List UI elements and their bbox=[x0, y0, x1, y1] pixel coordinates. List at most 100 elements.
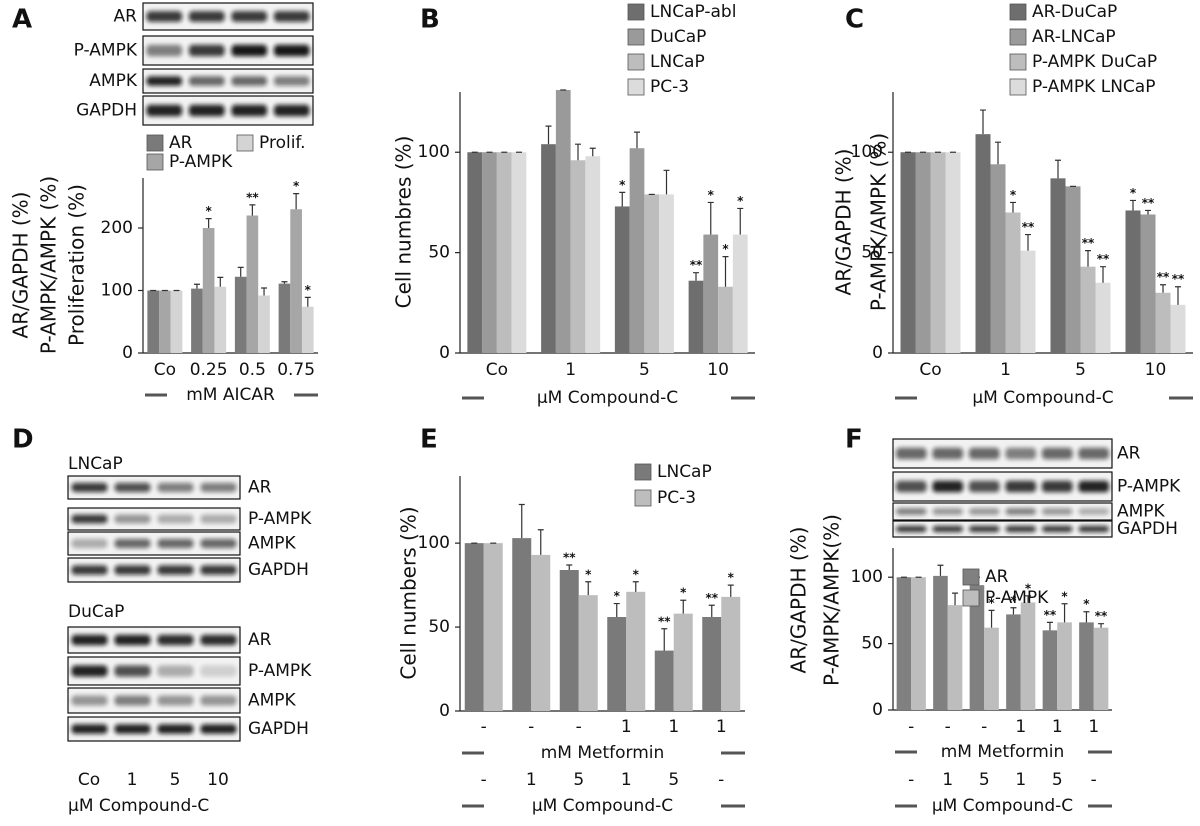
x-tick-label: 1 bbox=[1015, 770, 1026, 790]
bar bbox=[654, 650, 674, 711]
error-bar bbox=[613, 602, 620, 617]
blot-group-label: DuCaP bbox=[68, 602, 124, 622]
y-tick-label: 100 bbox=[851, 142, 883, 162]
bar bbox=[531, 554, 551, 711]
significance: ** bbox=[1142, 196, 1155, 210]
blot-band bbox=[1041, 508, 1073, 515]
error-bar bbox=[995, 141, 1001, 165]
panel-letter: D bbox=[12, 425, 34, 455]
significance: * bbox=[1010, 593, 1017, 607]
blot-band bbox=[968, 508, 1000, 515]
bar bbox=[703, 234, 719, 353]
blot-band bbox=[146, 44, 183, 57]
significance: * bbox=[1025, 581, 1032, 595]
bar bbox=[930, 152, 946, 353]
y-tick-label: 0 bbox=[439, 343, 450, 363]
significance: ** bbox=[658, 614, 671, 628]
error-bar bbox=[566, 564, 573, 570]
blot-band bbox=[188, 44, 225, 57]
x-tick-label: 1 bbox=[668, 717, 679, 737]
blot-group-label: LNCaP bbox=[68, 454, 123, 474]
blot-band bbox=[1078, 480, 1110, 493]
y-tick-label: 50 bbox=[428, 617, 450, 637]
significance: * bbox=[1061, 589, 1068, 603]
blot-band bbox=[200, 634, 237, 646]
blot-band bbox=[188, 76, 225, 86]
x-tick-label: - bbox=[981, 717, 987, 737]
blot-label: P-AMPK bbox=[248, 661, 312, 681]
x-tick-label: 5 bbox=[1052, 770, 1063, 790]
bar bbox=[718, 286, 733, 353]
blot-label: GAPDH bbox=[248, 719, 309, 739]
legend-label: P-AMPK DuCaP bbox=[1032, 52, 1157, 72]
significance: ** bbox=[246, 190, 259, 204]
error-bar bbox=[661, 628, 668, 651]
error-bar bbox=[708, 604, 715, 617]
x-axis-label: µM Compound-C bbox=[537, 388, 678, 408]
y-axis-label: P-AMPK/AMPK(%) bbox=[820, 514, 844, 686]
x-tick-label: - bbox=[908, 770, 914, 790]
error-bar bbox=[1083, 611, 1090, 623]
blot-frame bbox=[892, 438, 1113, 469]
blot-label: P-AMPK bbox=[248, 509, 312, 529]
significance: * bbox=[1010, 188, 1017, 202]
significance: * bbox=[305, 283, 312, 297]
legend-swatch bbox=[962, 568, 980, 586]
error-bar bbox=[1100, 266, 1106, 283]
y-axis-label: Cell numbers (%) bbox=[397, 506, 421, 679]
bar bbox=[1057, 622, 1072, 710]
legend-swatch bbox=[634, 463, 652, 481]
legend-label: Prolif. bbox=[259, 133, 306, 153]
blot-label: P-AMPK bbox=[74, 41, 138, 61]
blot-band bbox=[895, 447, 927, 460]
error-bar bbox=[680, 599, 687, 614]
bar bbox=[301, 306, 314, 353]
legend-label: LNCaP-abl bbox=[650, 2, 736, 22]
blot-band bbox=[231, 44, 268, 57]
blot-band bbox=[273, 76, 310, 86]
bar bbox=[673, 613, 693, 711]
blot-band bbox=[146, 11, 183, 22]
blot-band bbox=[231, 11, 268, 22]
y-axis-label: P-AMPK/AMPK (%) bbox=[867, 133, 891, 311]
significance: * bbox=[1130, 186, 1137, 200]
blot-band bbox=[968, 447, 1000, 460]
error-bar bbox=[589, 147, 596, 157]
legend-swatch bbox=[627, 53, 645, 71]
blot-label: AMPK bbox=[1117, 502, 1166, 522]
error-bar bbox=[1010, 607, 1017, 615]
blot-band bbox=[968, 525, 1000, 533]
blot-band bbox=[1005, 508, 1037, 515]
error-bar bbox=[261, 287, 268, 296]
error-bar bbox=[632, 581, 639, 592]
error-bar bbox=[1010, 201, 1016, 213]
legend-swatch bbox=[1009, 3, 1027, 21]
blot-band bbox=[200, 695, 237, 706]
blot-band bbox=[146, 104, 183, 117]
y-tick-label: 50 bbox=[861, 243, 883, 263]
x-tick-label: 1 bbox=[942, 770, 953, 790]
x-tick-label: 5 bbox=[668, 770, 679, 790]
blot-band bbox=[157, 538, 194, 549]
panel-letter: E bbox=[420, 425, 438, 455]
blot-band bbox=[157, 634, 194, 646]
legend-label: LNCaP bbox=[657, 462, 712, 482]
bar bbox=[896, 577, 912, 710]
panel-letter: C bbox=[845, 5, 864, 35]
bar bbox=[511, 152, 527, 353]
error-bar bbox=[585, 581, 592, 596]
bar bbox=[258, 295, 270, 353]
bar bbox=[1042, 630, 1058, 710]
blot-band bbox=[114, 514, 151, 524]
legend-label: PC-3 bbox=[657, 488, 696, 508]
blot-xlabel: µM Compound-C bbox=[68, 796, 209, 816]
bar bbox=[570, 160, 586, 353]
error-bar bbox=[727, 584, 734, 597]
significance: * bbox=[722, 242, 729, 256]
bar bbox=[1005, 212, 1021, 353]
blot-band bbox=[71, 514, 108, 524]
blot-band bbox=[200, 665, 237, 677]
x-tick-label: 5 bbox=[979, 770, 990, 790]
x-tick-label: 1 bbox=[621, 770, 632, 790]
bar bbox=[559, 570, 579, 711]
